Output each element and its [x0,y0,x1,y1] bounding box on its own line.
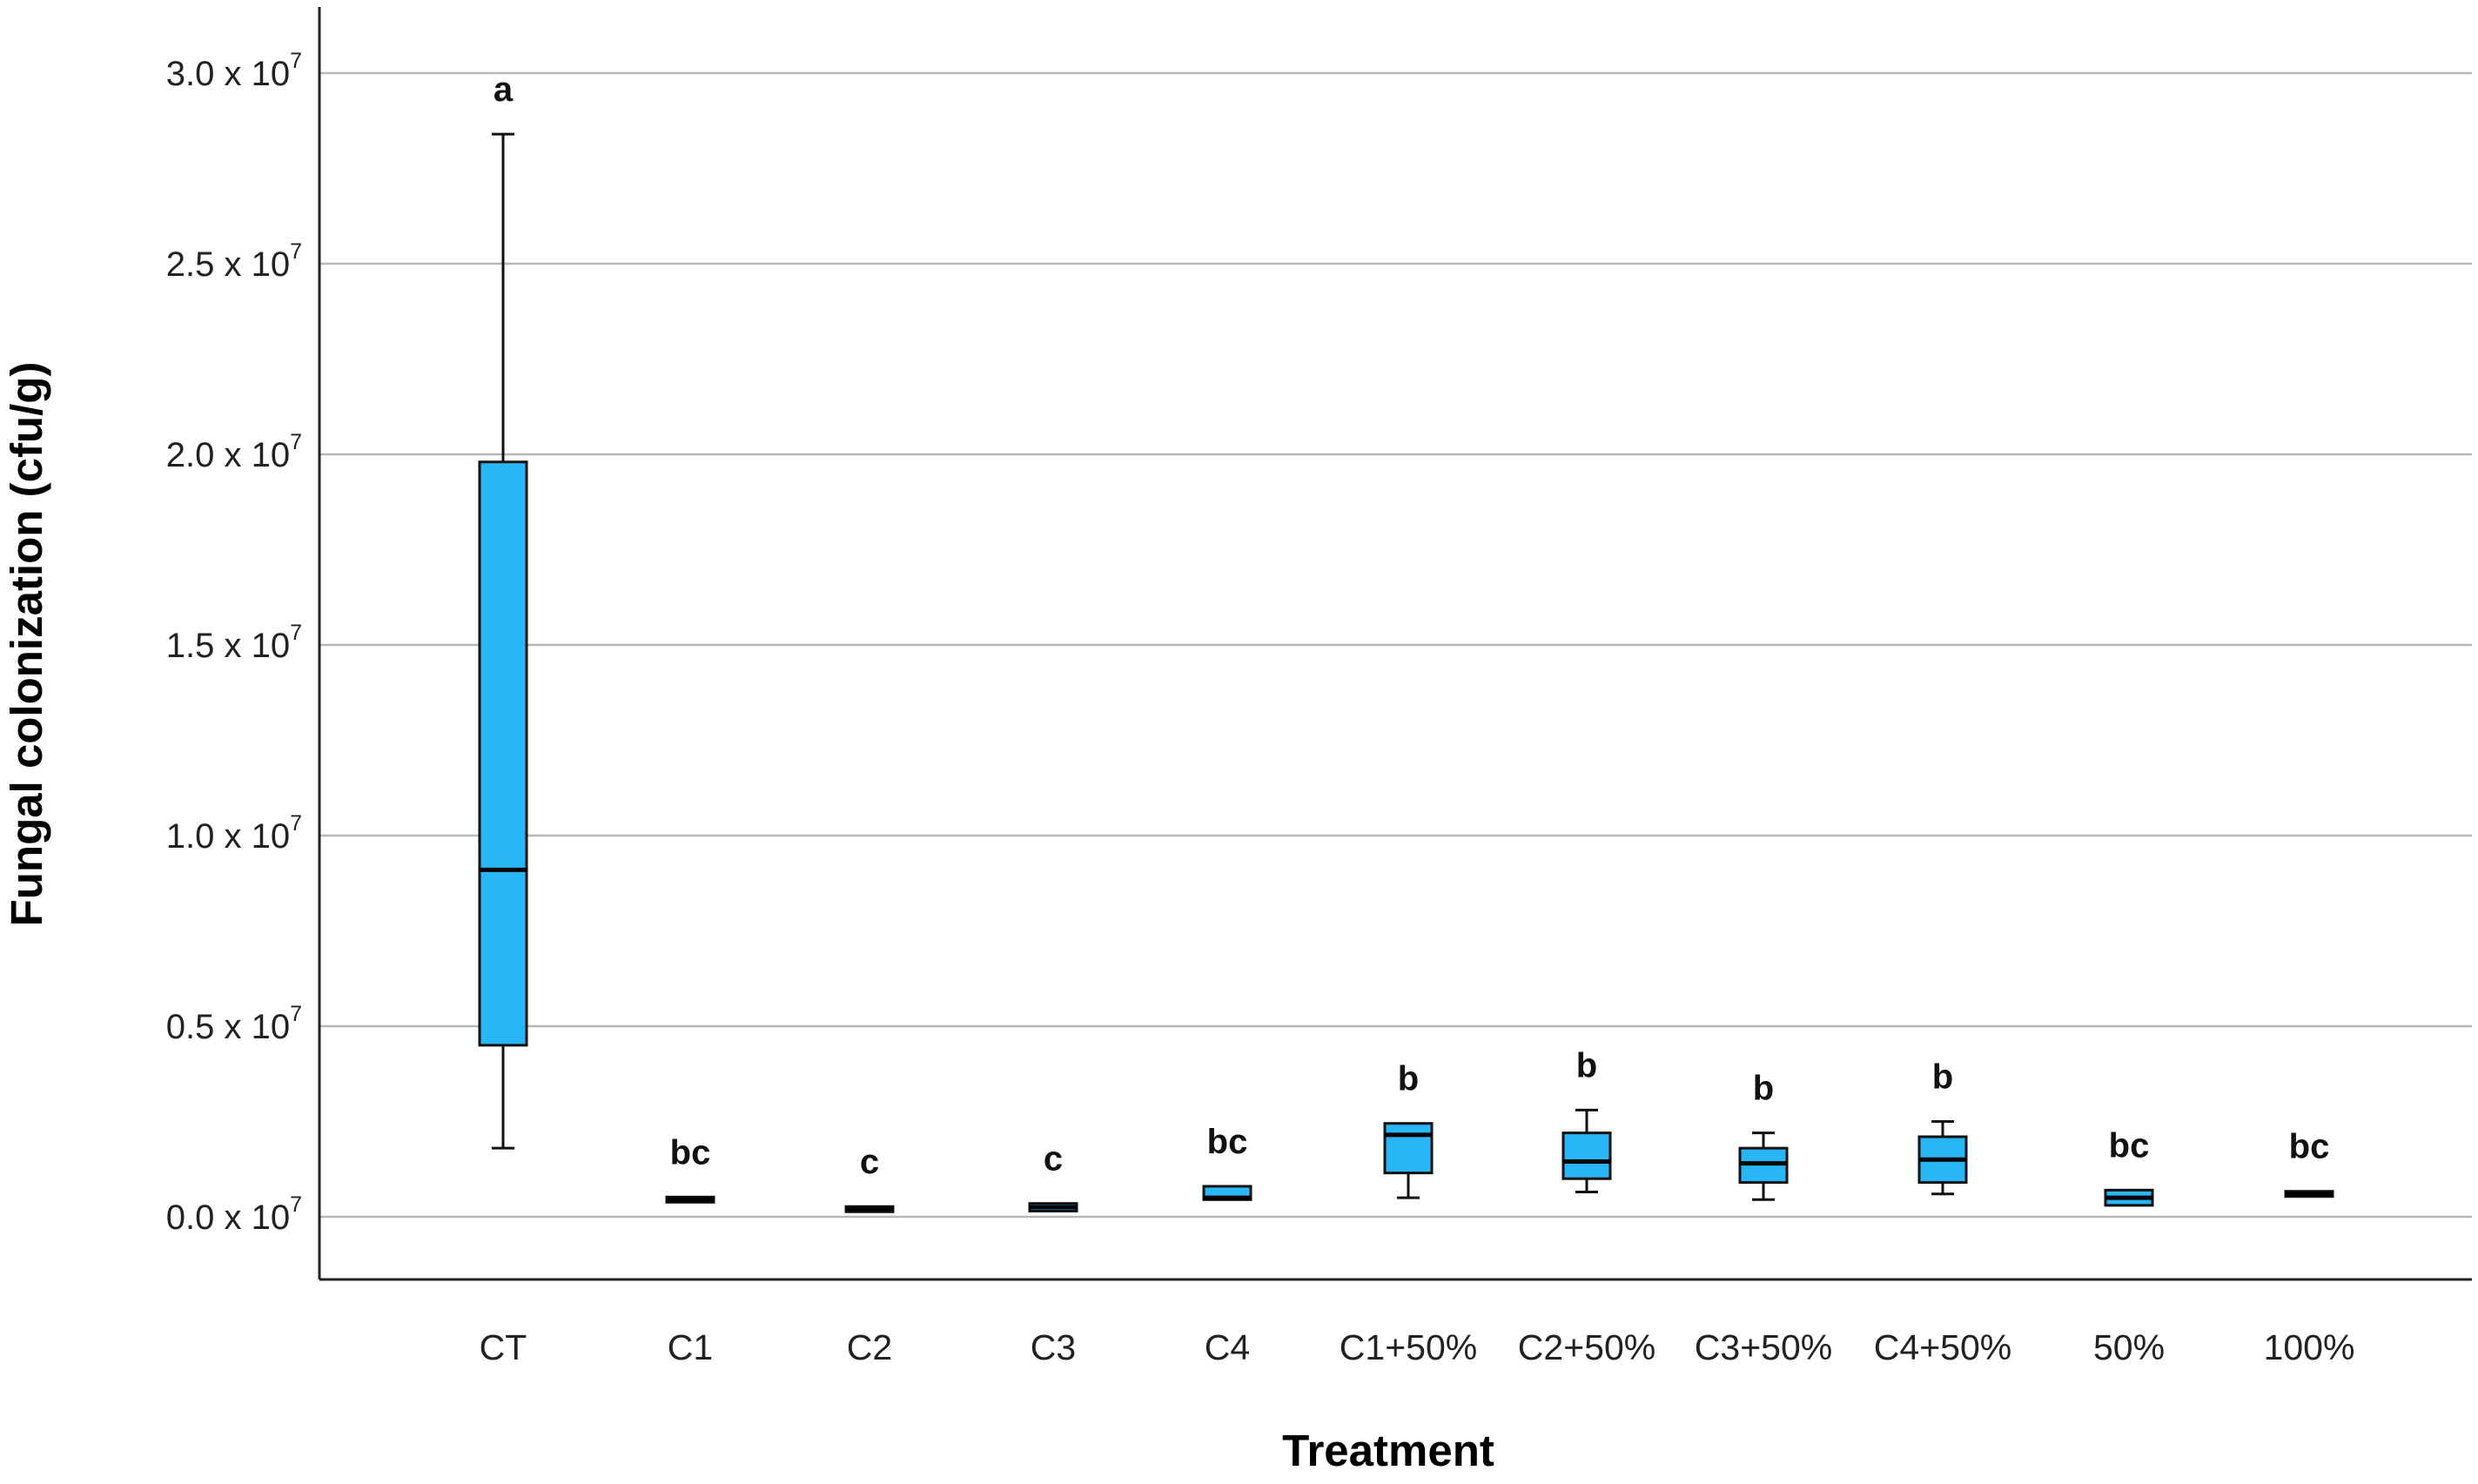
box-50% [2104,1188,2154,1207]
y-tick-label: 2.5 x 107 [166,239,302,284]
significance-letter: b [1932,1058,1953,1097]
box-C4+50% [1917,1120,1968,1196]
y-tick-label: 2.0 x 107 [166,430,302,474]
x-tick-label: C4 [1205,1327,1250,1367]
significance-letter: c [860,1143,879,1181]
y-axis-tick-labels: 0.0 x 107 0.5 x 107 1.0 x 107 1.5 x 107 2.0 … [166,49,302,1237]
box-C2 [844,1205,895,1213]
y-tick-label: 1.0 x 107 [166,811,302,856]
y-axis-title: Fungal colonization (cfu/g) [2,362,51,927]
x-tick-label: CT [480,1327,527,1367]
box-iqr [1561,1131,1612,1180]
x-tick-label: 100% [2264,1327,2355,1367]
box-plot-series [478,132,2334,1213]
significance-letter: bc [1207,1123,1248,1161]
significance-letter: c [1044,1140,1063,1178]
significance-letter: b [1753,1070,1774,1108]
significance-letter: bc [2109,1126,2150,1165]
box-CT [478,132,528,1150]
significance-letter: a [494,71,514,109]
x-axis-tick-labels: CT C1 C2 C3 C4 C1+50% C2+50% C3+50% C4+50% 50% 100… [480,1327,2355,1367]
x-tick-label: C2+50% [1518,1327,1655,1367]
box-C1 [665,1195,715,1204]
box-iqr [1383,1122,1434,1175]
x-tick-label: C1 [668,1327,713,1367]
x-tick-label: C3 [1031,1327,1076,1367]
box-C3+50% [1738,1131,1789,1201]
x-tick-label: 50% [2093,1327,2165,1367]
grid-lines [319,71,2472,1219]
significance-letter: b [1576,1046,1597,1084]
x-axis-title: Treatment [1282,1426,1494,1475]
box-C1+50% [1383,1122,1434,1199]
box-C3 [1028,1202,1078,1212]
box-C4 [1202,1185,1252,1201]
x-tick-label: C4+50% [1874,1327,2011,1367]
significance-letter: b [1398,1060,1419,1098]
significance-letters: a bc c c bc b b b b bc bc [494,71,2329,1181]
x-tick-label: C2 [847,1327,892,1367]
y-tick-label: 0.5 x 107 [166,1002,302,1046]
x-tick-label: C1+50% [1340,1327,1477,1367]
y-tick-label: 3.0 x 107 [166,49,302,93]
y-tick-label: 1.5 x 107 [166,621,302,665]
box-C2+50% [1561,1108,1612,1194]
significance-letter: bc [2289,1128,2330,1166]
significance-letter: bc [670,1133,711,1172]
box-iqr [478,460,528,1047]
x-tick-label: C3+50% [1695,1327,1832,1367]
box-100% [2284,1190,2334,1199]
y-tick-label: 0.0 x 107 [166,1192,302,1237]
